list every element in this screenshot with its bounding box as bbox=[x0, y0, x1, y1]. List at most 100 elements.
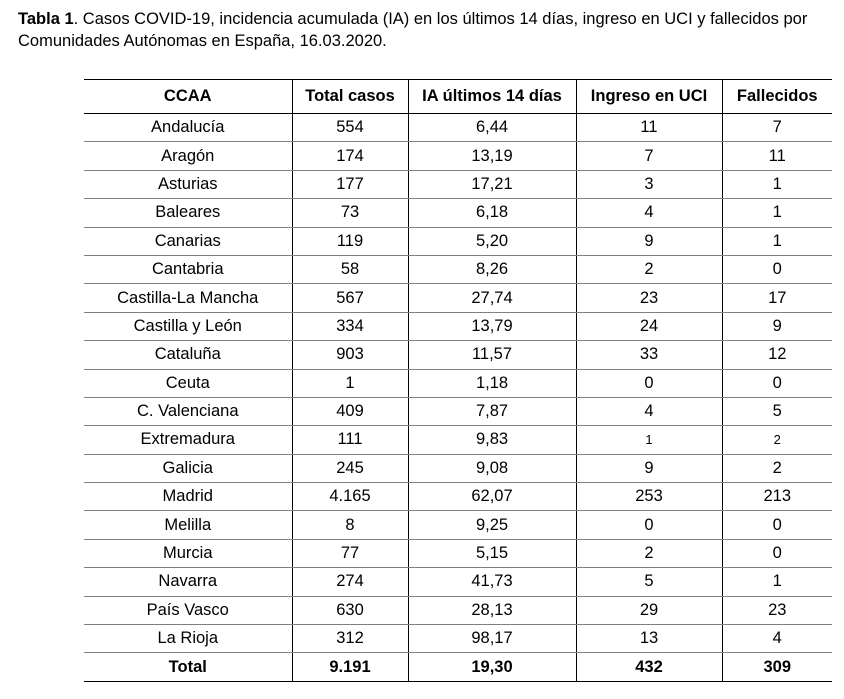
cell-fallecidos: 0 bbox=[721, 510, 832, 540]
cell-ccaa: Castilla y León bbox=[84, 312, 292, 342]
cell-ccaa: Ceuta bbox=[84, 369, 292, 398]
caption-line-1: Tabla 1. Casos COVID-19, incidencia acum… bbox=[18, 8, 844, 30]
table-row: Cataluña 903 11,57 33 12 bbox=[84, 340, 832, 370]
cell-ia-14-dias: 8,26 bbox=[407, 255, 576, 285]
cell-total-casos: 903 bbox=[291, 340, 408, 370]
total-casos: 9.191 bbox=[291, 652, 408, 683]
header-total-casos: Total casos bbox=[291, 79, 408, 114]
table-total-row: Total 9.191 19,30 432 309 bbox=[84, 652, 832, 683]
cell-ingreso-uci: 9 bbox=[575, 454, 722, 484]
cell-ingreso-uci: 4 bbox=[575, 397, 722, 427]
cell-total-casos: 1 bbox=[291, 369, 408, 398]
cell-ia-14-dias: 62,07 bbox=[407, 482, 576, 512]
cell-fallecidos: 4 bbox=[721, 624, 832, 654]
cell-fallecidos: 1 bbox=[721, 567, 832, 597]
cell-fallecidos: 23 bbox=[721, 596, 832, 626]
cell-ingreso-uci: 13 bbox=[575, 624, 722, 654]
covid-table: CCAA Total casos IA últimos 14 días Ingr… bbox=[84, 79, 832, 683]
total-ia: 19,30 bbox=[407, 652, 576, 683]
header-ingreso-uci: Ingreso en UCI bbox=[575, 79, 722, 114]
cell-ccaa: Murcia bbox=[84, 539, 292, 569]
cell-ccaa: Asturias bbox=[84, 170, 292, 200]
table-row: Cantabria 58 8,26 2 0 bbox=[84, 255, 832, 285]
cell-total-casos: 119 bbox=[291, 227, 408, 256]
cell-ingreso-uci: 7 bbox=[575, 141, 722, 171]
cell-fallecidos: 1 bbox=[721, 170, 832, 200]
cell-ia-14-dias: 41,73 bbox=[407, 567, 576, 597]
cell-ingreso-uci: 23 bbox=[575, 283, 722, 313]
cell-fallecidos: 17 bbox=[721, 283, 832, 313]
cell-total-casos: 174 bbox=[291, 141, 408, 171]
cell-total-casos: 8 bbox=[291, 510, 408, 540]
cell-total-casos: 554 bbox=[291, 113, 408, 143]
table-header-row: CCAA Total casos IA últimos 14 días Ingr… bbox=[84, 79, 832, 114]
cell-ccaa: Galicia bbox=[84, 454, 292, 484]
cell-fallecidos: 0 bbox=[721, 255, 832, 285]
cell-ccaa: Andalucía bbox=[84, 113, 292, 143]
cell-total-casos: 334 bbox=[291, 312, 408, 342]
table-row: Aragón 174 13,19 7 11 bbox=[84, 141, 832, 171]
cell-total-casos: 630 bbox=[291, 596, 408, 626]
cell-ccaa: Madrid bbox=[84, 482, 292, 512]
cell-ia-14-dias: 13,79 bbox=[407, 312, 576, 342]
cell-ingreso-uci: 29 bbox=[575, 596, 722, 626]
cell-ingreso-uci: 2 bbox=[575, 539, 722, 569]
header-ia-14-dias: IA últimos 14 días bbox=[407, 79, 576, 114]
cell-ia-14-dias: 9,08 bbox=[407, 454, 576, 484]
total-uci: 432 bbox=[575, 652, 722, 683]
table-row: Melilla 8 9,25 0 0 bbox=[84, 510, 832, 540]
cell-ingreso-uci: 0 bbox=[575, 369, 722, 398]
cell-ia-14-dias: 6,18 bbox=[407, 198, 576, 228]
cell-ia-14-dias: 17,21 bbox=[407, 170, 576, 200]
cell-ccaa: Extremadura bbox=[84, 425, 292, 455]
caption-label: Tabla 1 bbox=[18, 10, 74, 28]
cell-ccaa: País Vasco bbox=[84, 596, 292, 626]
cell-ia-14-dias: 9,83 bbox=[407, 425, 576, 455]
header-fallecidos: Fallecidos bbox=[721, 79, 832, 114]
table-row: Madrid 4.165 62,07 253 213 bbox=[84, 482, 832, 512]
cell-ia-14-dias: 5,15 bbox=[407, 539, 576, 569]
cell-ingreso-uci: 5 bbox=[575, 567, 722, 597]
cell-total-casos: 111 bbox=[291, 425, 408, 455]
total-fallecidos: 309 bbox=[721, 652, 832, 683]
cell-ingreso-uci: 3 bbox=[575, 170, 722, 200]
cell-ia-14-dias: 98,17 bbox=[407, 624, 576, 654]
cell-ia-14-dias: 5,20 bbox=[407, 227, 576, 256]
cell-ingreso-uci: 253 bbox=[575, 482, 722, 512]
cell-fallecidos: 11 bbox=[721, 141, 832, 171]
table-row: La Rioja 312 98,17 13 4 bbox=[84, 624, 832, 654]
cell-ingreso-uci: 33 bbox=[575, 340, 722, 370]
table-row: Murcia 77 5,15 2 0 bbox=[84, 539, 832, 569]
table-row: C. Valenciana 409 7,87 4 5 bbox=[84, 397, 832, 427]
cell-fallecidos: 1 bbox=[721, 227, 832, 256]
cell-ingreso-uci: 11 bbox=[575, 113, 722, 143]
table-row: País Vasco 630 28,13 29 23 bbox=[84, 596, 832, 626]
cell-fallecidos: 7 bbox=[721, 113, 832, 143]
cell-ingreso-uci: 0 bbox=[575, 510, 722, 540]
cell-fallecidos: 9 bbox=[721, 312, 832, 342]
table-row: Extremadura 111 9,83 1 2 bbox=[84, 425, 832, 455]
cell-ia-14-dias: 9,25 bbox=[407, 510, 576, 540]
caption-text-2: Comunidades Autónomas en España, 16.03.2… bbox=[18, 32, 387, 50]
cell-ia-14-dias: 1,18 bbox=[407, 369, 576, 398]
cell-total-casos: 274 bbox=[291, 567, 408, 597]
cell-ccaa: Castilla-La Mancha bbox=[84, 283, 292, 313]
cell-fallecidos: 0 bbox=[721, 539, 832, 569]
cell-fallecidos: 2 bbox=[721, 425, 832, 455]
cell-ccaa: Cataluña bbox=[84, 340, 292, 370]
cell-ingreso-uci: 9 bbox=[575, 227, 722, 256]
table-row: Castilla-La Mancha 567 27,74 23 17 bbox=[84, 283, 832, 313]
cell-ingreso-uci: 24 bbox=[575, 312, 722, 342]
table-caption: Tabla 1. Casos COVID-19, incidencia acum… bbox=[18, 8, 844, 52]
cell-ingreso-uci: 4 bbox=[575, 198, 722, 228]
table-row: Asturias 177 17,21 3 1 bbox=[84, 170, 832, 200]
cell-ia-14-dias: 13,19 bbox=[407, 141, 576, 171]
cell-ccaa: Canarias bbox=[84, 227, 292, 256]
cell-fallecidos: 12 bbox=[721, 340, 832, 370]
cell-total-casos: 312 bbox=[291, 624, 408, 654]
cell-ccaa: Cantabria bbox=[84, 255, 292, 285]
cell-ia-14-dias: 28,13 bbox=[407, 596, 576, 626]
cell-total-casos: 4.165 bbox=[291, 482, 408, 512]
table-body: Andalucía 554 6,44 11 7 Aragón 174 13,19 7 11 Astu… bbox=[84, 113, 832, 654]
cell-ccaa: La Rioja bbox=[84, 624, 292, 654]
